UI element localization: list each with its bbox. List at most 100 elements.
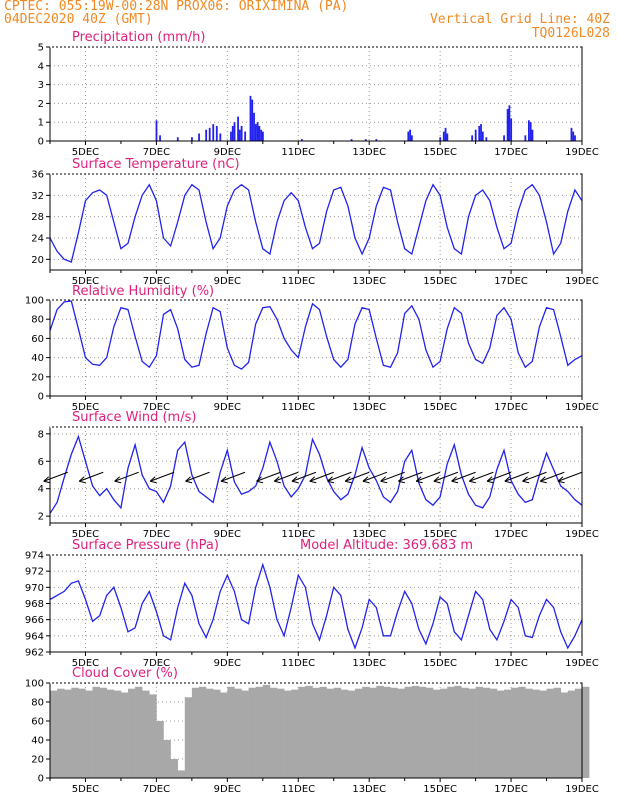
cloud-bar [468, 688, 476, 778]
x-tick-label: 17DEC [494, 276, 528, 287]
cloud-bar [489, 688, 498, 778]
wind-arrow-shaft [380, 471, 405, 482]
x-tick-label: 13DEC [352, 529, 386, 540]
precip-bar [439, 137, 442, 141]
precip-bar [219, 133, 222, 141]
x-tick-label: 11DEC [281, 276, 315, 287]
temp-title: Surface Temperature (nC) [72, 157, 240, 172]
cloud-bar [220, 692, 228, 778]
cloud-bar [305, 685, 313, 778]
wind-arrow [380, 471, 405, 484]
x-tick-label: 9DEC [214, 529, 241, 540]
x-tick-label: 19DEC [565, 402, 599, 413]
cloud-bar [64, 689, 72, 778]
y-tick-label: 2 [38, 512, 44, 523]
temp-series-line [49, 183, 583, 263]
x-tick-label: 7DEC [143, 402, 170, 413]
model-id: TQ0126L028 [531, 26, 610, 41]
rh-title: Relative Humidity (%) [72, 284, 214, 299]
cloud-bar [404, 686, 413, 778]
wind-arrow-shaft [433, 471, 459, 482]
wind-arrow-shaft [43, 471, 68, 482]
y-tick-label: 32 [31, 191, 44, 202]
cloud-bar [170, 759, 178, 778]
wind-arrow-shaft [540, 471, 565, 482]
cloud-bar [184, 697, 193, 778]
y-tick-label: 962 [25, 648, 44, 659]
x-tick-label: 7DEC [143, 276, 170, 287]
wind-arrow-shaft [149, 471, 175, 482]
cloud-bar [284, 690, 292, 778]
cloud-bar [291, 689, 299, 778]
cloud-bar [461, 687, 469, 778]
y-tick-label: 970 [25, 583, 44, 594]
cloud-bar [241, 690, 249, 778]
cloud-bar [347, 690, 356, 778]
precip-bar [260, 129, 263, 141]
cloud-bar [71, 687, 79, 778]
x-tick-label: 9DEC [214, 658, 241, 669]
x-tick-label: 17DEC [494, 402, 528, 413]
wind-arrow-head [273, 476, 281, 484]
precip-bar [254, 124, 257, 141]
cloud-bar [213, 689, 221, 778]
x-tick-label: 13DEC [352, 658, 386, 669]
cloud-bar [177, 770, 186, 778]
wind-arrow [344, 471, 370, 484]
precip-bar [198, 133, 200, 141]
x-tick-label: 19DEC [565, 276, 599, 287]
station-line: CPTEC: 055:19W-00:28N PROX06: ORIXIMINA … [4, 0, 349, 14]
wind-arrow-head [256, 476, 264, 484]
y-tick-label: 20 [31, 372, 44, 383]
pres-title: Surface Pressure (hPa) [72, 538, 219, 553]
wind-arrow [309, 471, 334, 484]
wind-arrow-shaft [486, 471, 512, 482]
wind-arrow-head [415, 476, 423, 484]
y-tick-label: 100 [25, 679, 44, 690]
precip-bar [253, 112, 255, 141]
cloud-bar [532, 689, 540, 778]
wind-arrow-shaft [504, 471, 529, 482]
wind-arrow-head [344, 476, 352, 484]
y-tick-label: 80 [31, 698, 44, 709]
wind-arrow-shaft [327, 471, 352, 482]
wind-arrow [43, 471, 68, 484]
cloud-bar [511, 687, 519, 778]
precip-bar [233, 122, 236, 141]
cloud-bar [418, 686, 427, 778]
cloud-bar [340, 689, 349, 778]
precip-bar [258, 125, 261, 141]
cloud-bar [355, 688, 363, 778]
x-tick-label: 11DEC [281, 529, 315, 540]
y-tick-label: 966 [25, 615, 44, 626]
wind-arrow-head [433, 476, 441, 484]
wind-arrow [557, 471, 583, 484]
cloud-bar [191, 687, 200, 778]
cloud-bar [206, 688, 214, 778]
y-tick-label: 964 [25, 631, 44, 642]
wind-arrow [539, 471, 565, 484]
cloud-bar [99, 687, 108, 778]
precip-bar [350, 139, 353, 141]
cloud-bar [475, 686, 483, 778]
precip-bar [205, 129, 208, 141]
wind-arrow-shaft [220, 471, 246, 482]
wind-arrow-head [327, 476, 335, 484]
wind-arrow [78, 471, 104, 484]
cloud-bar [120, 692, 129, 778]
x-tick-label: 19DEC [565, 147, 599, 158]
precip-bar [364, 139, 367, 141]
wind-arrow [273, 471, 299, 484]
precip-bar [410, 135, 413, 141]
cloud-bar [390, 687, 398, 778]
cloud-bar [50, 690, 58, 778]
wind-frame [49, 426, 583, 524]
wind-arrow-head [309, 476, 317, 484]
cloud-bar [128, 688, 136, 778]
precip-bar [572, 131, 575, 141]
precip-bar [570, 127, 573, 141]
cloud-bar [525, 688, 533, 778]
x-tick-label: 11DEC [281, 658, 315, 669]
x-tick-label: 13DEC [352, 402, 386, 413]
x-tick-label: 13DEC [352, 276, 386, 287]
